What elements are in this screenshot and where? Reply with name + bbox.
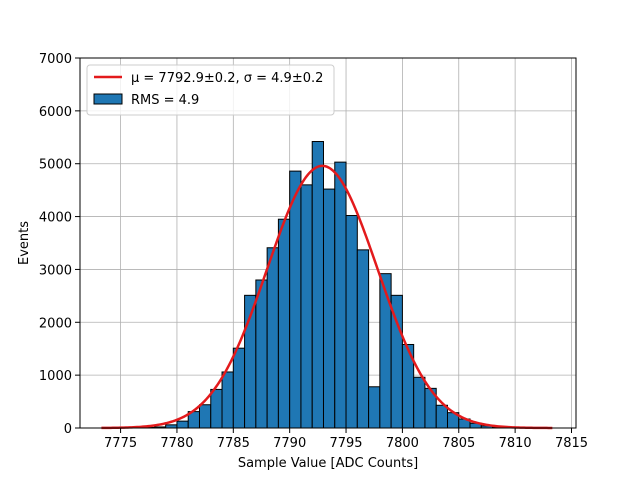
histogram-bar-17	[322, 188, 336, 429]
histogram-bar-12	[266, 247, 279, 429]
legend-fit-label: μ = 7792.9±0.2, σ = 4.9±0.2	[131, 71, 323, 86]
y-tick-label-6: 6000	[39, 105, 72, 120]
histogram-bar-19	[345, 215, 358, 429]
histogram-bar-9	[232, 347, 246, 429]
histogram-bar-18	[334, 161, 347, 429]
histogram-bar-7	[210, 388, 223, 429]
x-tick-label-7: 7810	[499, 436, 532, 451]
x-axis-label: Sample Value [ADC Counts]	[238, 456, 418, 471]
histogram-bar-22	[379, 273, 392, 429]
legend-hist-swatch	[93, 93, 123, 105]
x-tick-label-3: 7790	[273, 436, 306, 451]
y-tick-label-7: 7000	[39, 52, 72, 67]
x-tick-label-1: 7780	[160, 436, 193, 451]
y-tick-label-1: 1000	[39, 369, 72, 384]
histogram-bar-20	[356, 249, 370, 429]
histogram-bar-15	[300, 184, 313, 429]
legend-hist-label: RMS = 4.9	[131, 93, 199, 108]
histogram-bar-16	[311, 141, 324, 429]
histogram-bar-13	[277, 218, 291, 429]
x-tick-label-2: 7785	[217, 436, 250, 451]
histogram-bar-25	[413, 376, 426, 429]
y-tick-label-5: 5000	[39, 158, 72, 173]
histogram-bar-27	[435, 404, 448, 429]
plot-frame	[79, 57, 577, 429]
y-tick-label-2: 2000	[39, 316, 72, 331]
y-tick-label-3: 3000	[39, 263, 72, 278]
legend-fit-label-sigma: σ = 4.9±0.2	[244, 71, 324, 86]
y-tick-label-0: 0	[64, 422, 72, 437]
histogram-bar-4	[176, 420, 189, 429]
x-tick-label-0: 7775	[104, 436, 137, 451]
histogram-bar-21	[368, 386, 381, 429]
legend: μ = 7792.9±0.2, σ = 4.9±0.2 RMS = 4.9	[86, 64, 335, 116]
x-tick-label-4: 7795	[329, 436, 362, 451]
legend-box	[86, 64, 335, 116]
x-tick-label-5: 7800	[386, 436, 419, 451]
histogram-bar-14	[289, 170, 302, 429]
fit-curve	[101, 164, 553, 430]
legend-fit-label-mu: μ = 7792.9±0.2,	[131, 71, 244, 86]
histogram-bars	[131, 141, 516, 429]
x-tick-label-8: 7815	[555, 436, 588, 451]
x-tick-label-6: 7805	[442, 436, 475, 451]
y-axis-ticks: 0 1000 2000 3000 4000 5000 6000 7000	[39, 52, 80, 437]
x-axis-ticks: 7775 7780 7785 7790 7795 7800 7805 7810 7815	[104, 428, 588, 451]
histogram-bar-11	[255, 279, 268, 429]
histogram-bar-8	[221, 371, 234, 429]
y-tick-label-4: 4000	[39, 211, 72, 226]
histogram-bar-6	[198, 404, 212, 429]
y-axis-label: Events	[17, 221, 32, 265]
